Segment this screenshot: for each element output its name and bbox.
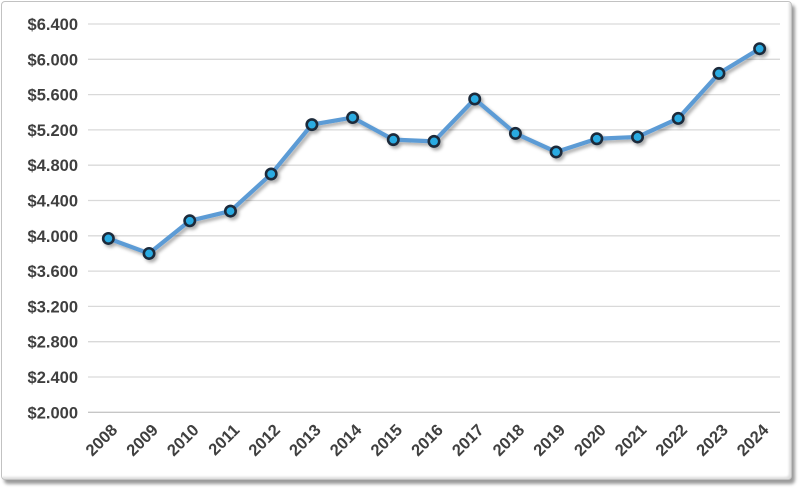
x-axis-label: 2009 — [123, 421, 162, 460]
x-axis-label: 2011 — [205, 421, 243, 459]
data-point-marker — [346, 111, 360, 125]
data-point-marker — [183, 214, 197, 228]
data-point-marker — [223, 204, 237, 218]
data-point-marker — [305, 118, 319, 132]
chart-area-frame — [1, 1, 792, 480]
data-point-marker — [142, 246, 156, 260]
y-axis-label: $2.400 — [28, 369, 78, 387]
y-axis-label: $5.600 — [28, 87, 78, 105]
data-point-marker — [468, 92, 482, 106]
x-axis-label: 2008 — [82, 421, 121, 460]
data-point-marker — [427, 134, 441, 148]
x-axis-label: 2014 — [327, 421, 366, 460]
x-axis-label: 2018 — [490, 421, 529, 460]
x-axis-label: 2020 — [571, 421, 610, 460]
x-axis-label: 2019 — [530, 421, 569, 460]
x-axis-label: 2010 — [164, 421, 203, 460]
y-axis-label: $5.200 — [28, 122, 78, 140]
data-point-marker — [712, 66, 726, 80]
x-axis-label: 2012 — [245, 421, 284, 460]
x-axis-label: 2021 — [612, 421, 651, 460]
data-point-marker — [508, 126, 522, 140]
x-axis-label: 2016 — [408, 421, 447, 460]
data-point-marker — [631, 130, 645, 144]
data-point-marker — [753, 42, 767, 56]
x-axis-label: 2023 — [693, 421, 732, 460]
data-point-marker — [549, 145, 563, 159]
data-point-marker — [386, 133, 400, 147]
y-axis-label: $6.400 — [28, 16, 78, 34]
x-axis-label: 2017 — [449, 421, 488, 460]
data-series — [101, 42, 767, 260]
y-axis-label: $3.600 — [28, 263, 78, 281]
x-axis-label: 2013 — [286, 421, 325, 460]
data-point-marker — [590, 132, 604, 146]
x-axis-label: 2024 — [734, 421, 773, 460]
y-axis-label: $4.400 — [28, 193, 78, 211]
data-point-marker — [264, 167, 278, 181]
y-axis-label: $4.800 — [28, 157, 78, 175]
y-axis-label: $6.000 — [28, 51, 78, 69]
series-line — [106, 46, 762, 256]
y-axis-label: $4.000 — [28, 228, 78, 246]
y-axis-label: $3.200 — [28, 298, 78, 316]
y-axis-label: $2.800 — [28, 334, 78, 352]
data-point-marker — [101, 231, 115, 245]
y-axis-label: $2.000 — [28, 404, 78, 422]
x-axis-label: 2022 — [652, 421, 691, 460]
x-axis-label: 2015 — [367, 421, 406, 460]
data-point-marker — [671, 111, 685, 125]
